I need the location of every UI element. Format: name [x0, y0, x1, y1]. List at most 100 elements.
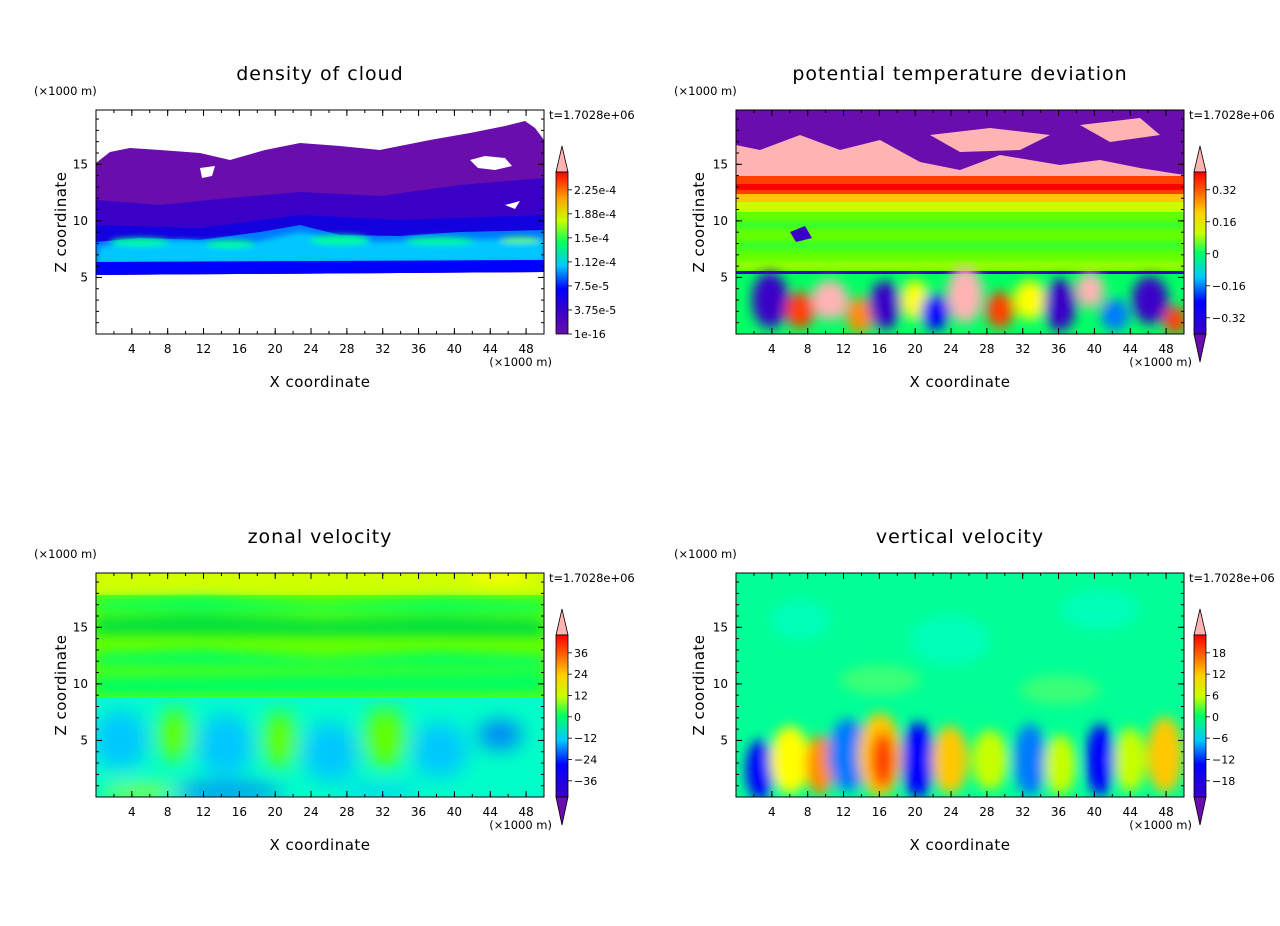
cloud-field	[96, 110, 544, 334]
y-unit-label: (×1000 m)	[674, 547, 737, 561]
x-tick-label: 32	[1015, 805, 1030, 819]
colorbar	[1193, 145, 1207, 363]
x-unit-label: (×1000 m)	[489, 818, 552, 832]
x-tick-label: 8	[804, 805, 812, 819]
colorbar-label: 1.12e-4	[574, 256, 616, 269]
x-tick-label: 32	[375, 342, 390, 356]
y-tick-label: 10	[713, 677, 728, 691]
x-tick-label: 48	[1158, 805, 1173, 819]
colorbar-label: 12	[1212, 668, 1226, 681]
colorbar-label: 0	[574, 711, 581, 724]
colorbar-labels: 36 24 12 0 −12 −24 −36	[568, 647, 597, 788]
y-tick-label: 5	[720, 733, 728, 747]
x-tick-label: 32	[375, 805, 390, 819]
x-tick-label: 40	[447, 805, 462, 819]
x-tick-label: 8	[164, 342, 172, 356]
colorbar-label: 1.5e-4	[574, 232, 609, 245]
colorbar-label: −12	[574, 732, 597, 745]
colorbar-body	[1193, 171, 1207, 335]
x-tick-label: 20	[908, 805, 923, 819]
x-tick-label: 28	[339, 342, 354, 356]
x-tick-label: 24	[943, 805, 958, 819]
y-unit-label: (×1000 m)	[34, 84, 97, 98]
y-axis-label: Z coordinate	[52, 634, 70, 735]
colorbar-label: 0	[1212, 711, 1219, 724]
colorbar-labels: 2.25e-4 1.88e-4 1.5e-4 1.12e-4 7.5e-5 3.75e-5…	[568, 184, 616, 341]
x-tick-label: 36	[411, 805, 426, 819]
colorbar-label: 0	[1212, 248, 1219, 261]
x-tick-label: 20	[268, 342, 283, 356]
colorbar-label: 24	[574, 668, 588, 681]
y-axis-label: Z coordinate	[52, 171, 70, 272]
colorbar-label: 12	[574, 689, 588, 702]
x-tick-label: 16	[232, 805, 247, 819]
x-tick-label: 28	[979, 805, 994, 819]
y-unit-label: (×1000 m)	[34, 547, 97, 561]
x-tick-label: 16	[232, 342, 247, 356]
colorbar-label: 0.32	[1212, 184, 1237, 197]
colorbar-label: 3.75e-5	[574, 304, 616, 317]
plot-frame	[735, 109, 1185, 335]
x-tick-label: 48	[1158, 342, 1173, 356]
y-axis-label: Z coordinate	[690, 171, 708, 272]
colorbar-label: −18	[1212, 775, 1235, 788]
x-tick-label: 48	[518, 342, 533, 356]
x-tick-label: 44	[483, 342, 498, 356]
y-tick-label: 5	[720, 270, 728, 284]
colorbar-bottom-arrow	[1193, 796, 1207, 826]
x-tick-label: 4	[128, 342, 136, 356]
y-tick-label: 15	[713, 620, 728, 634]
chart-title: density of cloud	[236, 63, 404, 85]
time-label: t=1.7028e+06	[1189, 571, 1275, 585]
colorbar-label: 36	[574, 647, 588, 660]
x-tick-label: 20	[268, 805, 283, 819]
x-tick-label: 12	[196, 342, 211, 356]
x-tick-label: 24	[303, 342, 318, 356]
y-unit-label: (×1000 m)	[674, 84, 737, 98]
y-tick-label: 10	[73, 214, 88, 228]
x-tick-label: 16	[872, 805, 887, 819]
x-tick-label: 4	[128, 805, 136, 819]
x-tick-label: 44	[1123, 342, 1138, 356]
x-tick-label: 24	[303, 805, 318, 819]
x-tick-label: 8	[804, 342, 812, 356]
colorbar-label: −0.16	[1212, 280, 1246, 293]
time-label: t=1.7028e+06	[549, 108, 635, 122]
plot-frame	[735, 572, 1185, 798]
x-unit-label: (×1000 m)	[1129, 818, 1192, 832]
x-tick-label: 36	[1051, 342, 1066, 356]
chart-title: zonal velocity	[248, 526, 393, 548]
x-axis-label: X coordinate	[909, 836, 1010, 854]
chart-title: potential temperature deviation	[792, 63, 1127, 85]
colorbar-label: −12	[1212, 753, 1235, 766]
x-tick-label: 28	[979, 342, 994, 356]
y-tick-label: 15	[713, 157, 728, 171]
colorbar-labels: 18 12 6 0 −6 −12 −18	[1206, 647, 1235, 788]
colorbar-label: −6	[1212, 732, 1228, 745]
y-tick-label: 5	[80, 733, 88, 747]
x-axis-label: X coordinate	[269, 373, 370, 391]
colorbar-top-arrow	[1193, 608, 1207, 636]
colorbar-bottom-arrow	[555, 796, 569, 826]
x-tick-label: 40	[447, 342, 462, 356]
plot-frame	[95, 109, 545, 335]
time-label: t=1.7028e+06	[549, 571, 635, 585]
y-tick-label: 10	[713, 214, 728, 228]
x-tick-label: 12	[836, 805, 851, 819]
x-tick-label: 4	[768, 805, 776, 819]
colorbar-label: −36	[574, 775, 597, 788]
x-tick-label: 8	[164, 805, 172, 819]
plot-frame	[95, 572, 545, 798]
x-unit-label: (×1000 m)	[1129, 355, 1192, 369]
y-tick-label: 15	[73, 157, 88, 171]
x-tick-label: 44	[483, 805, 498, 819]
colorbar	[555, 608, 569, 826]
x-tick-label: 40	[1087, 342, 1102, 356]
theta-field	[736, 110, 1184, 334]
colorbar-label: 18	[1212, 647, 1226, 660]
